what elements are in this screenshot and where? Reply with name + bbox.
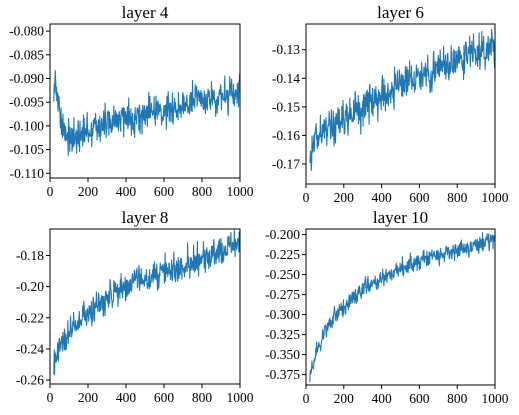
x-tick-label: 0 bbox=[303, 190, 310, 205]
axes-frame bbox=[305, 23, 496, 185]
x-tick-label: 1000 bbox=[482, 190, 509, 205]
y-tick-label: -0.100 bbox=[9, 118, 44, 133]
y-tick-label: -0.095 bbox=[9, 95, 44, 110]
chart-title: layer 6 bbox=[377, 3, 424, 22]
y-tick-label: -0.17 bbox=[272, 157, 300, 172]
x-tick-label: 0 bbox=[47, 184, 54, 199]
y-tick-label: -0.13 bbox=[272, 42, 300, 57]
x-tick-label: 200 bbox=[78, 184, 99, 199]
y-tick-label: -0.18 bbox=[16, 248, 44, 263]
x-tick-label: 800 bbox=[192, 184, 213, 199]
y-tick-label: -0.225 bbox=[265, 247, 300, 262]
y-tick-label: -0.080 bbox=[9, 24, 44, 39]
x-tick-label: 1000 bbox=[227, 390, 254, 405]
series-line bbox=[53, 229, 241, 376]
y-tick-label: -0.250 bbox=[265, 267, 300, 282]
y-tick-label: -0.090 bbox=[9, 71, 44, 86]
x-tick-label: 0 bbox=[303, 391, 310, 406]
x-tick-label: 400 bbox=[371, 190, 392, 205]
x-tick-label: 800 bbox=[192, 390, 213, 405]
axes-frame bbox=[49, 228, 241, 385]
y-tick-label: -0.105 bbox=[9, 142, 44, 157]
y-tick-label: -0.26 bbox=[16, 373, 44, 388]
x-tick-label: 200 bbox=[334, 391, 355, 406]
x-tick-label: 600 bbox=[154, 184, 175, 199]
x-tick-label: 1000 bbox=[482, 391, 509, 406]
x-tick-label: 600 bbox=[154, 390, 175, 405]
x-tick-label: 600 bbox=[409, 190, 430, 205]
x-tick-label: 0 bbox=[47, 390, 54, 405]
y-tick-label: -0.200 bbox=[265, 227, 300, 242]
y-tick-label: -0.300 bbox=[265, 307, 300, 322]
series-line bbox=[53, 70, 241, 157]
chart-title: layer 8 bbox=[122, 208, 169, 227]
y-tick-label: -0.085 bbox=[9, 47, 44, 62]
y-tick-label: -0.15 bbox=[272, 99, 300, 114]
y-tick-label: -0.24 bbox=[16, 341, 44, 356]
y-tick-label: -0.20 bbox=[16, 279, 44, 294]
y-tick-label: -0.275 bbox=[265, 287, 300, 302]
x-tick-label: 800 bbox=[447, 391, 468, 406]
x-tick-label: 200 bbox=[78, 390, 99, 405]
chart-title: layer 4 bbox=[122, 3, 169, 22]
x-tick-label: 800 bbox=[447, 190, 468, 205]
y-tick-label: -0.22 bbox=[16, 310, 44, 325]
series-line bbox=[309, 29, 496, 172]
x-tick-label: 200 bbox=[334, 190, 355, 205]
subplot-2: layer 6 0 200 400 600 800 1000 -0.13 -0.14 -0.15 -… bbox=[272, 3, 509, 205]
subplot-3: layer 8 0 200 400 600 800 1000 -0.18 -0.20 -0.22 -… bbox=[16, 208, 254, 405]
y-tick-label: -0.16 bbox=[272, 128, 300, 143]
y-tick-label: -0.375 bbox=[265, 367, 300, 382]
y-tick-label: -0.325 bbox=[265, 327, 300, 342]
x-tick-label: 1000 bbox=[227, 184, 254, 199]
x-tick-label: 600 bbox=[409, 391, 430, 406]
x-tick-label: 400 bbox=[371, 391, 392, 406]
chart-title: layer 10 bbox=[373, 208, 428, 227]
y-tick-label: -0.110 bbox=[10, 166, 45, 181]
subplot-1: layer 4 0 200 400 600 800 1000 -0.080 -0.085 -0.0… bbox=[9, 3, 254, 199]
axes-frame bbox=[49, 23, 241, 179]
series-line bbox=[309, 232, 496, 383]
x-tick-label: 400 bbox=[116, 390, 137, 405]
axes-frame bbox=[305, 228, 496, 386]
y-tick-label: -0.14 bbox=[272, 71, 300, 86]
y-tick-label: -0.350 bbox=[265, 347, 300, 362]
x-tick-label: 400 bbox=[116, 184, 137, 199]
subplot-4: layer 10 0 200 400 600 800 1000 -0.200 -0.225 -0.… bbox=[265, 208, 509, 406]
